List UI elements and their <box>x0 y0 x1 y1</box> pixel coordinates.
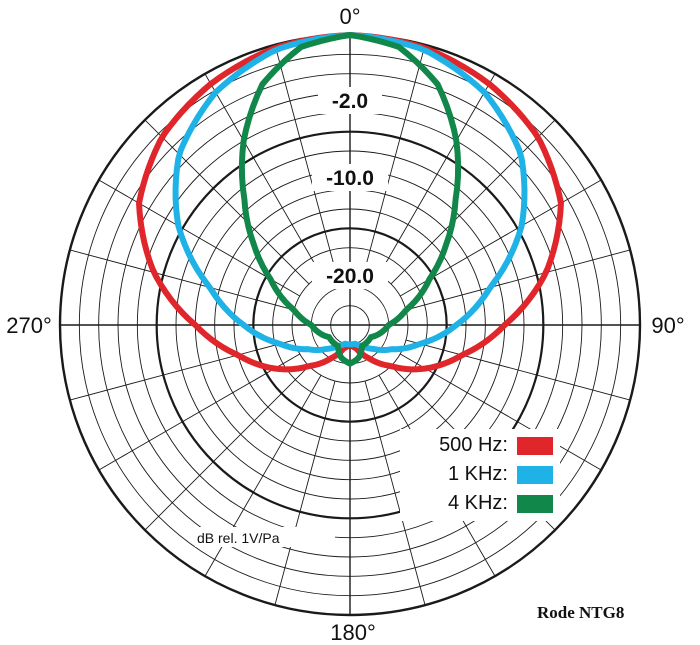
series-curve-1 <box>172 32 528 353</box>
grid-spoke <box>204 73 322 275</box>
grid-spoke <box>274 380 336 606</box>
series-curve-2 <box>238 32 462 367</box>
grid-spoke <box>364 380 426 606</box>
ring-label-bg <box>312 262 388 289</box>
radial-unit-label: dB rel. 1V/Pa <box>197 530 280 546</box>
grid-spoke <box>144 365 310 531</box>
grid-spoke <box>390 119 556 285</box>
grid-spoke <box>364 44 426 270</box>
grid-spoke <box>144 119 310 285</box>
grid-spoke <box>98 353 300 471</box>
grid-spoke <box>69 249 295 311</box>
angle-label-270: 270° <box>6 313 52 338</box>
grid-spoke <box>405 339 631 401</box>
grid-spoke <box>405 249 631 311</box>
ring-label-minus-2: -2.0 <box>332 90 368 113</box>
grid-spoke <box>69 339 295 401</box>
legend-label-4khz: 4 KHz: <box>448 492 508 514</box>
ring-label-bg <box>312 164 388 191</box>
chart-caption: Rode NTG8 <box>537 603 624 622</box>
ring-label-group: -2.0 -10.0 -20.0 <box>312 87 388 289</box>
angle-label-180: 180° <box>330 620 376 645</box>
legend-label-500hz: 500 Hz: <box>439 434 508 456</box>
grid-spoke <box>400 353 602 471</box>
legend-swatch-500hz <box>517 437 553 455</box>
legend: 500 Hz: 1 KHz: 4 KHz: <box>400 429 560 521</box>
legend-swatch-1khz <box>517 466 553 484</box>
grid-spoke <box>378 73 496 275</box>
legend-label-1khz: 1 KHz: <box>448 463 508 485</box>
ring-label-minus-20: -20.0 <box>326 265 374 288</box>
grid-spoke <box>274 44 336 270</box>
ring-label-bg <box>318 87 382 114</box>
unit-label-bg <box>195 527 335 547</box>
ring-label-minus-10: -10.0 <box>326 167 374 190</box>
polar-grid <box>58 33 642 617</box>
polar-curves <box>136 32 564 373</box>
angle-label-0: 0° <box>339 4 360 29</box>
legend-swatch-4khz <box>517 495 553 513</box>
angle-label-90: 90° <box>651 313 684 338</box>
